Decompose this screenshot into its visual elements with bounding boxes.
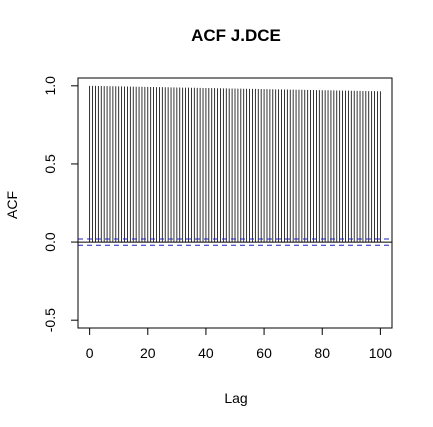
- x-tick-label: 20: [140, 345, 156, 361]
- x-tick-label: 80: [314, 345, 330, 361]
- acf-bars: [89, 85, 381, 243]
- y-tick-label: -0.5: [42, 308, 58, 332]
- x-axis: 0 20 40 60 80 100: [86, 327, 393, 361]
- y-axis-label: ACF: [4, 191, 20, 219]
- x-tick-label: 60: [256, 345, 272, 361]
- x-tick-label: 0: [86, 345, 94, 361]
- chart-title: ACF J.DCE: [191, 26, 281, 45]
- x-tick-label: 40: [198, 345, 214, 361]
- x-axis-label: Lag: [224, 390, 247, 406]
- y-tick-label: 1.0: [42, 76, 58, 96]
- y-tick-label: 0.0: [42, 232, 58, 252]
- reference-lines: [78, 238, 392, 246]
- x-tick-label: 100: [369, 345, 393, 361]
- y-tick-label: 0.5: [42, 154, 58, 174]
- y-axis: -0.5 0.0 0.5 1.0: [42, 76, 79, 332]
